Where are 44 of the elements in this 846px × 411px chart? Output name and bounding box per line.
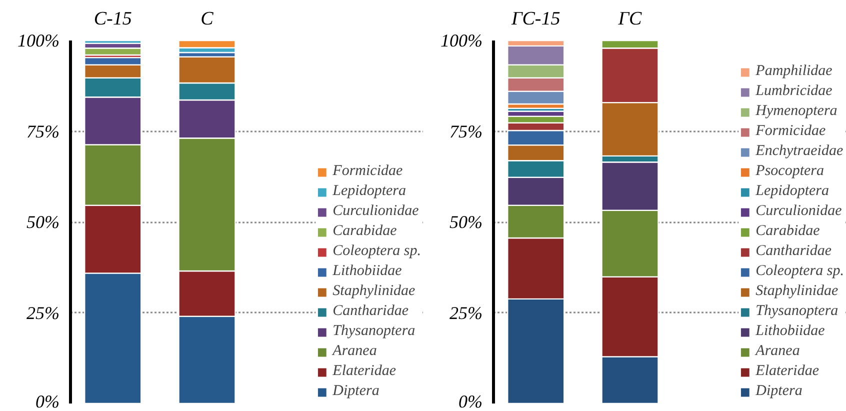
legend-label: Elateridae — [756, 362, 819, 381]
legend-label: Carabidae — [756, 222, 820, 241]
legend-label: Formicidae — [756, 122, 826, 141]
y-tick-label: 100% — [18, 30, 60, 50]
y-tick-label: 75% — [450, 121, 483, 142]
legend-label: Elateridae — [332, 362, 396, 381]
y-tick-label: 0% — [36, 392, 60, 411]
legend-label: Staphylinidae — [756, 282, 838, 301]
legend-label: Coleoptera sp. — [332, 242, 421, 261]
legend-label: Hymenoptera — [756, 102, 838, 121]
x-tick-label: С-15 — [94, 8, 132, 30]
legend-label: Pamphilidae — [756, 62, 832, 81]
legend-label: Aranea — [756, 342, 800, 361]
legend-label: Lithobiidae — [332, 262, 402, 281]
y-tick-label: 25% — [450, 302, 483, 323]
legend-label: Aranea — [332, 342, 377, 361]
y-tick-label: 75% — [26, 121, 60, 142]
x-tick-label: С — [200, 8, 214, 30]
legend-label: Diptera — [332, 382, 380, 401]
legend-label: Psocoptera — [756, 162, 824, 181]
legend-label: Formicidae — [332, 162, 403, 181]
legend-label: Curculionidae — [756, 202, 842, 221]
legend-label: Lepidoptera — [332, 182, 406, 201]
legend-label: Carabidae — [332, 222, 397, 241]
legend-label: Diptera — [756, 382, 802, 401]
x-tick-label: ГС — [617, 8, 642, 30]
bar — [84, 40, 142, 44]
legend-label: Staphylinidae — [332, 282, 416, 301]
y-tick-label: 0% — [458, 392, 483, 411]
y-tick-label: 50% — [450, 212, 483, 232]
legend-label: Thysanoptera — [332, 322, 416, 341]
legend-label: Lumbricidae — [756, 82, 832, 101]
y-tick-label: 25% — [26, 302, 60, 323]
legend-label: Lithobiidae — [756, 322, 825, 341]
legend-label: Lepidoptera — [756, 182, 829, 201]
legend-label: Curculionidae — [332, 202, 419, 221]
legend-label: Cantharidae — [756, 242, 832, 261]
legend-label: Enchytraeidae — [756, 142, 844, 161]
legend-label: Coleoptera sp. — [756, 262, 844, 281]
y-tick-label: 50% — [26, 212, 60, 232]
x-tick-label: ГС-15 — [510, 8, 560, 30]
legend-label: Cantharidae — [332, 302, 408, 321]
legend-label: Thysanoptera — [756, 302, 838, 321]
y-tick-label: 100% — [440, 30, 483, 50]
